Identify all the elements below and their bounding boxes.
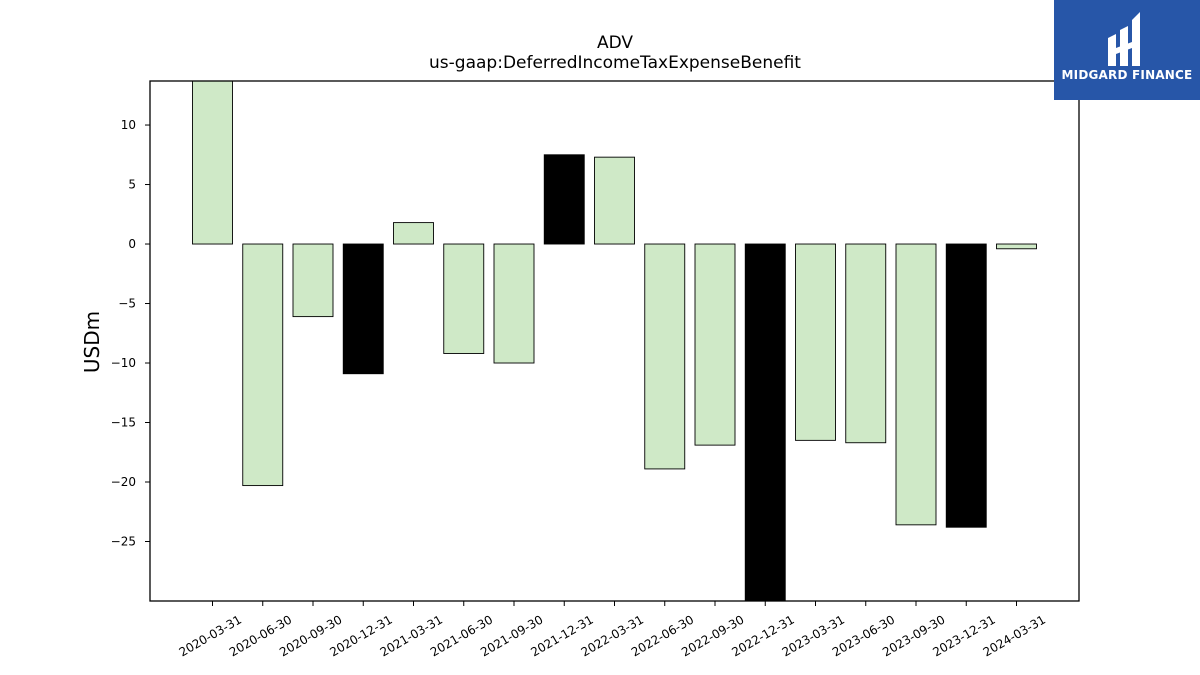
- bar-2021-06-30: [443, 243, 485, 354]
- y-tick-label: 5: [128, 178, 136, 192]
- bar-2024-03-31: [996, 243, 1037, 250]
- bar-2020-03-31: [192, 80, 233, 245]
- bar-2021-03-31: [393, 222, 434, 245]
- bar-2021-09-30: [493, 243, 535, 364]
- y-tick-label: −20: [111, 475, 136, 489]
- bar-2022-12-31: [744, 243, 786, 602]
- y-tick-label: −15: [111, 416, 136, 430]
- y-tick-label: −25: [111, 535, 136, 549]
- bar-2023-06-30: [845, 243, 887, 444]
- brand-logo-text: MIDGARD FINANCE: [1061, 68, 1193, 82]
- bar-2020-06-30: [242, 243, 284, 487]
- bar-2020-12-31: [342, 243, 384, 375]
- y-axis-ticks: 10 5 0 −5 −10 −15 −20 −25: [111, 118, 150, 549]
- chart-subtitle: us-gaap:DeferredIncomeTaxExpenseBenefit: [429, 53, 801, 73]
- bar-2022-06-30: [644, 243, 686, 470]
- bar-2021-12-31: [543, 154, 585, 245]
- bar-2023-12-31: [945, 243, 987, 528]
- x-axis-ticks: 2020-03-312020-06-302020-09-302020-12-31…: [177, 601, 1048, 659]
- brand-logo: MIDGARD FINANCE: [1054, 0, 1200, 100]
- bar-2022-09-30: [694, 243, 736, 446]
- midgard-logo-icon: [1108, 12, 1140, 66]
- y-tick-label: 0: [128, 237, 136, 251]
- plot-area-frame: [149, 80, 1080, 602]
- bars-group: [192, 80, 1037, 602]
- chart-title: ADV: [597, 33, 633, 53]
- y-tick-label: 10: [121, 118, 136, 132]
- bar-2023-03-31: [795, 243, 836, 441]
- bar-2020-09-30: [292, 243, 334, 318]
- y-axis-label: USDm: [80, 311, 104, 373]
- bar-2023-09-30: [895, 243, 937, 526]
- y-tick-label: −5: [118, 297, 136, 311]
- y-tick-label: −10: [111, 356, 136, 370]
- bar-2022-03-31: [594, 156, 635, 245]
